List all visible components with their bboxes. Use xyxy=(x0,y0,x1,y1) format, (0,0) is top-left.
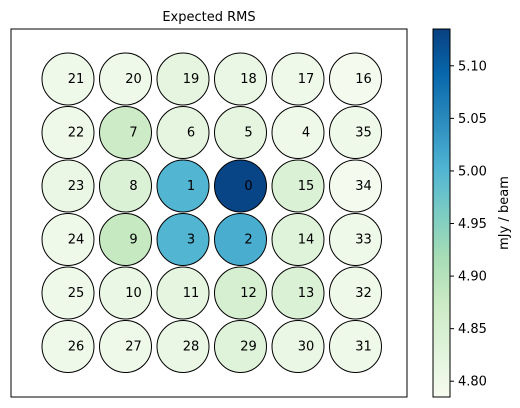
cell-label: 20 xyxy=(125,72,142,87)
cell-label: 12 xyxy=(240,286,257,301)
cell-circle xyxy=(271,213,325,266)
cell-label: 34 xyxy=(355,179,372,194)
cell-label: 29 xyxy=(240,340,257,355)
cell-label: 8 xyxy=(129,179,137,194)
cell-label: 31 xyxy=(355,340,372,355)
cell-circle xyxy=(99,320,152,373)
cell-circle xyxy=(214,159,267,213)
colorbar-tick-label: 5.05 xyxy=(458,112,487,127)
colorbar-tick-label: 4.80 xyxy=(458,375,487,390)
cell-circle xyxy=(329,213,382,266)
colorbar-tick-label: 4.85 xyxy=(458,322,487,337)
cell-circle xyxy=(41,213,95,266)
cell-label: 13 xyxy=(298,286,315,301)
cell-circle xyxy=(214,213,267,266)
cell-circle xyxy=(41,106,95,159)
cell-circle xyxy=(99,266,152,320)
cell-label: 9 xyxy=(129,233,137,248)
cell-label: 4 xyxy=(302,126,310,141)
cell-circle xyxy=(214,320,267,373)
cell-circle xyxy=(329,266,382,320)
cell-circle xyxy=(271,159,325,213)
cell-circle xyxy=(41,320,95,373)
cell-label: 14 xyxy=(298,233,315,248)
cell-circle xyxy=(41,52,95,106)
cell-label: 30 xyxy=(298,340,315,355)
cell-circle xyxy=(214,266,267,320)
cell-label: 11 xyxy=(183,286,200,301)
cell-circle xyxy=(156,106,210,159)
cell-circle xyxy=(271,320,325,373)
chart-title: Expected RMS xyxy=(162,10,255,25)
cell-label: 19 xyxy=(183,72,200,87)
cell-circle xyxy=(214,52,267,106)
colorbar-tick-label: 4.95 xyxy=(458,217,487,232)
cell-circle xyxy=(99,52,152,106)
cell-label: 5 xyxy=(244,126,252,141)
cell-circle xyxy=(329,320,382,373)
cell-label: 16 xyxy=(355,72,372,87)
colorbar-tick-label: 4.90 xyxy=(458,270,487,285)
cell-label: 24 xyxy=(68,233,85,248)
cell-label: 17 xyxy=(298,72,315,87)
cell-circle xyxy=(271,266,325,320)
cell-circle xyxy=(329,159,382,213)
cell-circle xyxy=(156,52,210,106)
cell-label: 7 xyxy=(129,126,137,141)
cell-circle xyxy=(329,106,382,159)
cell-label: 10 xyxy=(125,286,142,301)
colorbar-label: mJy / beam xyxy=(497,176,512,250)
colorbar xyxy=(432,28,451,398)
cell-circle xyxy=(41,159,95,213)
cell-circle xyxy=(156,320,210,373)
cell-circle xyxy=(99,159,152,213)
cell-circle xyxy=(99,106,152,159)
cell-label: 3 xyxy=(187,233,195,248)
cell-label: 2 xyxy=(244,233,252,248)
cell-label: 15 xyxy=(298,179,315,194)
cell-label: 21 xyxy=(68,72,85,87)
cell-label: 33 xyxy=(355,233,372,248)
colorbar-tick-label: 5.10 xyxy=(458,59,487,74)
cell-label: 35 xyxy=(355,126,372,141)
cell-circle xyxy=(329,52,382,106)
cell-circle xyxy=(214,106,267,159)
cell-label: 22 xyxy=(68,126,85,141)
cell-label: 1 xyxy=(187,179,195,194)
cell-label: 6 xyxy=(187,126,195,141)
cell-label: 25 xyxy=(68,286,85,301)
colorbar-ticks: 4.80 4.85 4.90 4.95 5.00 5.05 5.10 xyxy=(450,59,487,390)
cell-label: 0 xyxy=(244,179,252,194)
cell-circle xyxy=(156,266,210,320)
cell-label: 32 xyxy=(355,286,372,301)
cell-circle xyxy=(99,213,152,266)
cell-circle xyxy=(271,52,325,106)
cell-label: 27 xyxy=(125,340,142,355)
cell-circle xyxy=(41,266,95,320)
cell-circle xyxy=(156,159,210,213)
cell-circle xyxy=(156,213,210,266)
colorbar-tick-label: 5.00 xyxy=(458,164,487,179)
cell-circle xyxy=(271,106,325,159)
cell-label: 26 xyxy=(68,340,85,355)
cell-label: 18 xyxy=(240,72,257,87)
cell-label: 23 xyxy=(68,179,85,194)
cell-label: 28 xyxy=(183,340,200,355)
